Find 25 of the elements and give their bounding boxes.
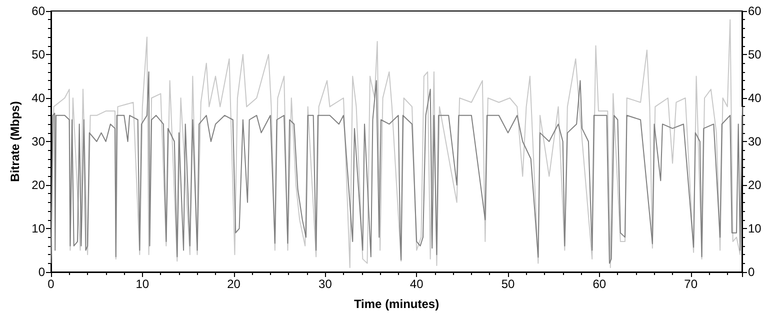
y2-tick-label: 50 — [748, 48, 762, 62]
y2-tick-label: 10 — [748, 222, 762, 236]
y2-tick-label: 60 — [748, 4, 762, 18]
y2-tick-label: 20 — [748, 178, 762, 192]
y-tick-label: 20 — [32, 178, 46, 192]
x-tick-label: 0 — [48, 277, 55, 291]
y-tick-label: 0 — [38, 265, 46, 279]
y-tick-label: 50 — [32, 48, 46, 62]
y-tick-label: 40 — [32, 91, 46, 105]
y-tick-label: 10 — [32, 222, 46, 236]
y-tick-label: 30 — [32, 134, 46, 148]
x-tick-label: 50 — [501, 277, 516, 291]
x-tick-label: 60 — [592, 277, 606, 291]
y2-tick-label: 0 — [748, 265, 755, 279]
x-axis-title: Time (minutes) — [354, 297, 440, 311]
x-tick-label: 70 — [684, 277, 698, 291]
y-tick-label: 60 — [32, 4, 46, 18]
x-tick-label: 20 — [227, 277, 241, 291]
y2-tick-label: 40 — [748, 91, 762, 105]
line-series — [50, 71, 742, 264]
y-axis-title: Bitrate (Mbps) — [8, 101, 22, 182]
y2-tick-label: 30 — [748, 134, 762, 148]
x-tick-label: 40 — [410, 277, 424, 291]
x-tick-label: 10 — [136, 277, 150, 291]
x-tick-label: 30 — [318, 277, 332, 291]
